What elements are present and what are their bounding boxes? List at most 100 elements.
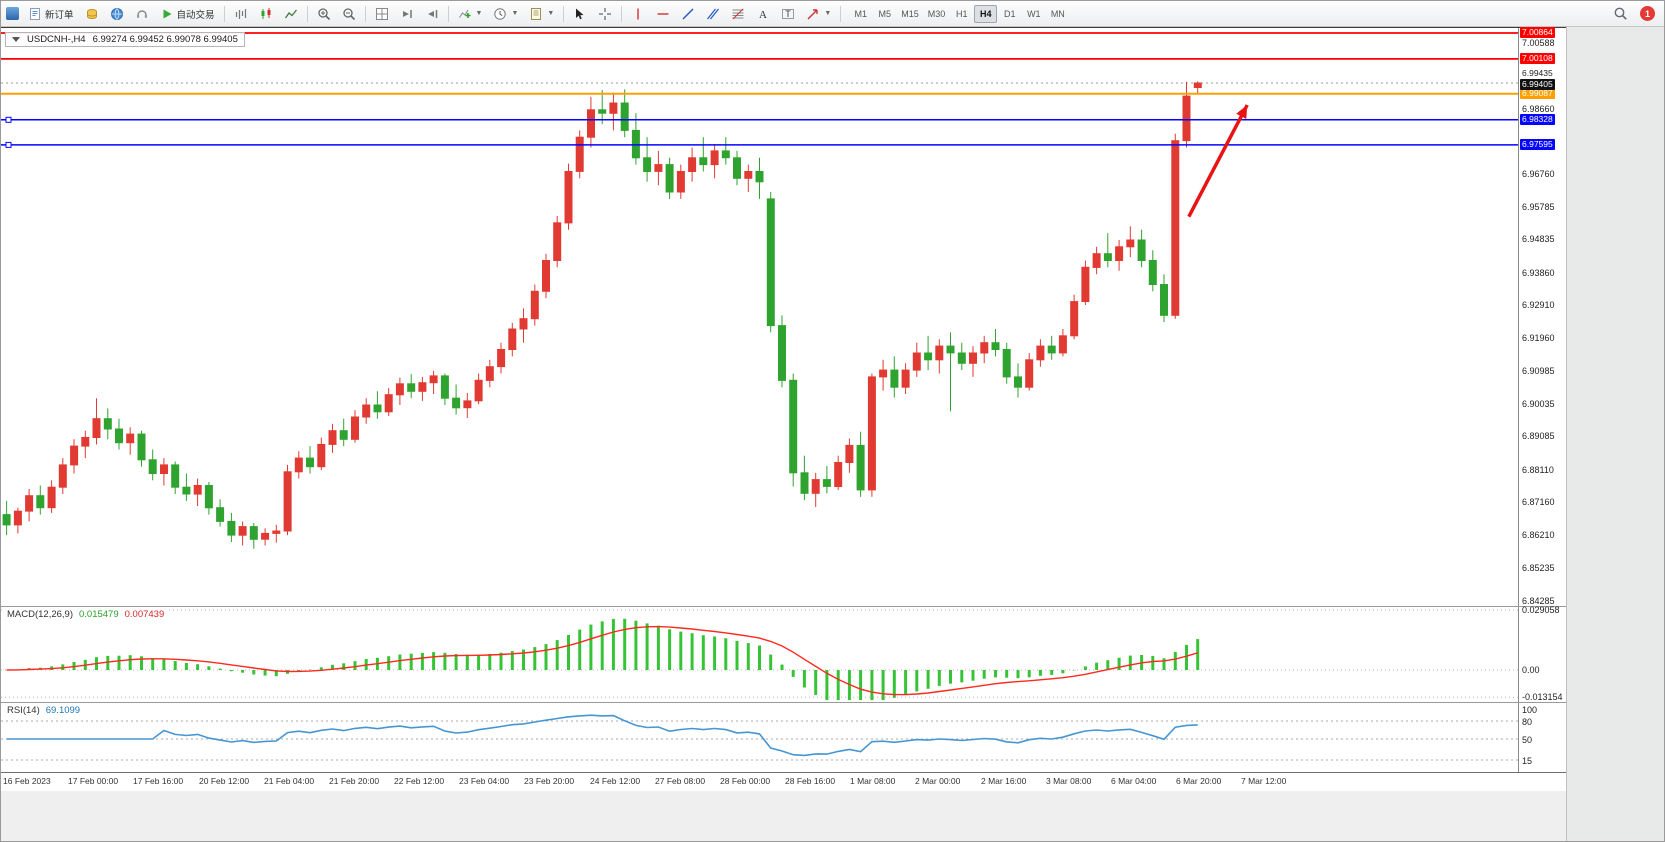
ask-price-label: 6.99435 (1522, 67, 1553, 78)
timeframe-MN[interactable]: MN (1046, 5, 1069, 23)
candle-body (699, 157, 708, 166)
candle-body (631, 129, 640, 159)
line-chart-button[interactable] (279, 3, 303, 24)
level-price-box: 7.00108 (1520, 52, 1555, 64)
candle-body (171, 464, 180, 488)
timeframe-M1[interactable]: M1 (849, 5, 872, 23)
symbol-title: USDCNH-,H4 (27, 34, 86, 45)
toolbar-separator (563, 5, 565, 22)
candle-body (890, 369, 899, 388)
shapes-button[interactable]: ▼ (801, 3, 836, 24)
candle-body (1025, 359, 1034, 388)
chart-shift-button[interactable] (420, 3, 444, 24)
notification-badge[interactable]: 1 (1640, 6, 1655, 21)
timeframe-H1[interactable]: H1 (950, 5, 973, 23)
candle-body (879, 369, 888, 378)
headset-icon (136, 9, 147, 18)
macd-canvas[interactable] (1, 607, 1518, 702)
line-handle[interactable] (5, 141, 12, 148)
time-label: 23 Feb 20:00 (524, 776, 575, 786)
timeframe-M15[interactable]: M15 (897, 5, 923, 23)
channel-button[interactable] (701, 3, 725, 24)
auto-scroll-button[interactable] (395, 3, 419, 24)
search-icon (1614, 7, 1627, 20)
bid-price-box: 6.99405 (1520, 79, 1555, 90)
coins-button[interactable] (80, 3, 104, 24)
candle-body (620, 102, 629, 131)
candle-body (587, 109, 595, 138)
trendline-button[interactable] (676, 3, 700, 24)
candle-body (160, 464, 168, 474)
svg-text:T: T (786, 9, 792, 19)
candle-body (980, 342, 989, 354)
label-tool-button[interactable]: T (776, 3, 800, 24)
candle-body (1171, 140, 1180, 316)
candle-body (969, 352, 977, 364)
trend-arrow[interactable] (1187, 104, 1249, 218)
candle-body (935, 345, 944, 361)
auto-scroll-icon (402, 9, 412, 18)
price-panel: USDCNH-,H4 6.99274 6.99452 6.99078 6.994… (1, 27, 1566, 607)
main-chart-canvas[interactable] (1, 28, 1518, 606)
candle-body (58, 464, 67, 488)
macd-main-value: 0.015479 (79, 609, 119, 620)
time-label: 21 Feb 04:00 (264, 776, 315, 786)
candle-body (530, 290, 539, 320)
tile-windows-button[interactable] (370, 3, 394, 24)
rsi-axis: 100 80 50 15 (1518, 703, 1566, 772)
line-handle[interactable] (5, 116, 12, 123)
search-button[interactable] (1608, 3, 1633, 24)
price-tick-label: 6.85235 (1522, 563, 1555, 574)
macd-signal-value: 0.007439 (124, 609, 165, 620)
timeframe-D1[interactable]: D1 (998, 5, 1021, 23)
fibonacci-button[interactable] (726, 3, 750, 24)
chart-window: USDCNH-,H4 6.99274 6.99452 6.99078 6.994… (1, 27, 1566, 791)
zoom-out-button[interactable] (337, 3, 361, 24)
add-indicator-button[interactable]: ▼ (453, 3, 488, 24)
candle-body (598, 109, 607, 114)
candle-body (1148, 260, 1157, 285)
timeframe-H4[interactable]: H4 (974, 4, 998, 23)
candle-body (36, 495, 45, 509)
support-button[interactable] (130, 3, 154, 24)
candle-body (901, 369, 910, 388)
candle-body (542, 260, 550, 292)
candle-body (811, 479, 820, 494)
timeframe-M5[interactable]: M5 (873, 5, 896, 23)
community-button[interactable] (105, 3, 129, 24)
rsi-axis-label: 50 (1522, 735, 1533, 745)
price-tick-label: 6.86210 (1522, 529, 1555, 540)
clock-icon (494, 7, 507, 20)
candle-body (924, 352, 933, 361)
horizontal-line-button[interactable] (651, 3, 675, 24)
candle-body (688, 157, 697, 173)
vertical-line-button[interactable] (626, 3, 650, 24)
candle-body (1058, 335, 1067, 354)
autotrading-button[interactable]: 自动交易 (155, 3, 220, 24)
arrow-shape-icon (807, 8, 819, 19)
candle-body (249, 526, 258, 540)
timeframe-W1[interactable]: W1 (1022, 5, 1045, 23)
macd-axis-label: 0.029058 (1522, 605, 1560, 615)
rsi-panel: RSI(14) 69.1099 100 80 50 15 (1, 703, 1566, 773)
rsi-canvas[interactable] (1, 703, 1518, 772)
text-tool-button[interactable]: A (751, 3, 775, 24)
periods-button[interactable]: ▼ (488, 3, 523, 24)
time-label: 1 Mar 08:00 (850, 776, 896, 786)
symbol-ohlc-box[interactable]: USDCNH-,H4 6.99274 6.99452 6.99078 6.994… (5, 32, 245, 47)
candle-body (789, 379, 798, 474)
templates-button[interactable]: ▼ (524, 3, 559, 24)
timeframe-M30[interactable]: M30 (924, 5, 950, 23)
candlestick-button[interactable] (254, 3, 278, 24)
price-tick-label: 6.87160 (1522, 497, 1555, 508)
candle-body (834, 462, 843, 487)
collapse-chart-icon[interactable] (12, 37, 20, 42)
candle-body (328, 430, 337, 445)
new-order-button[interactable]: 新订单 (23, 3, 79, 24)
bar-chart-button[interactable] (229, 3, 253, 24)
zoom-in-button[interactable] (312, 3, 336, 24)
cursor-button[interactable] (568, 3, 592, 24)
time-axis[interactable]: 16 Feb 2023 17 Feb 00:00 17 Feb 16:00 20 Fe… (1, 773, 1566, 791)
price-tick-label: 6.91960 (1522, 332, 1555, 343)
crosshair-button[interactable] (593, 3, 617, 24)
